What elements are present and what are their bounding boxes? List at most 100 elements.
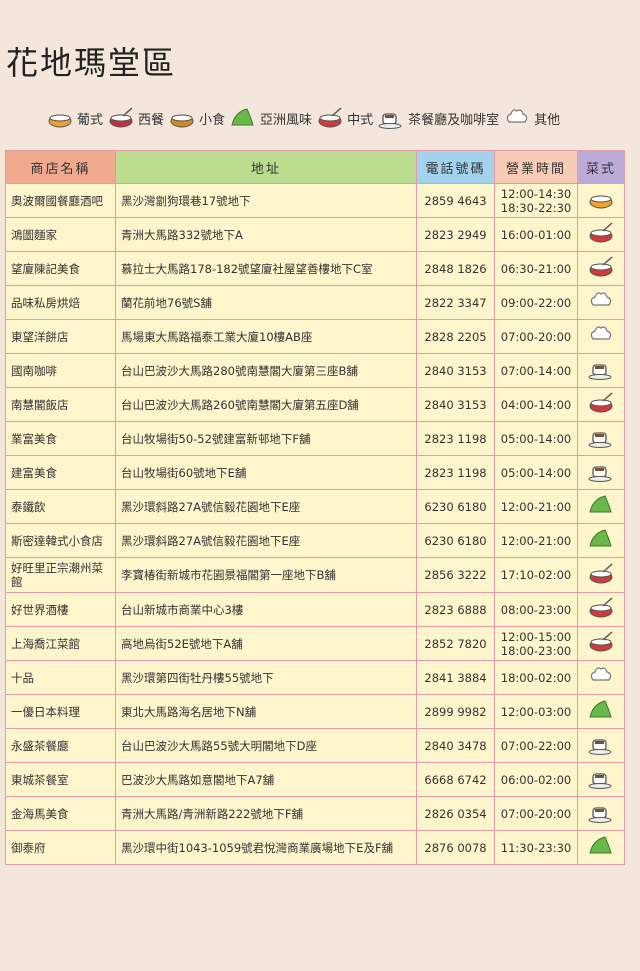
table-row: 東望洋餅店 馬場東大馬路福泰工業大廈10樓AB座 2828 2205 07:00-20… [5, 319, 625, 354]
table-row: 金海馬美食 青洲大馬路/青洲新路222號地下F舖 2826 0354 07:00-20… [5, 796, 625, 831]
cuisine-icon [588, 807, 612, 823]
legend-item: 中式 [316, 106, 373, 130]
table-row: 建富美食 台山牧場街60號地下E舖 2823 1198 05:00-14:00 [5, 455, 625, 490]
hours-line: 07:00-14:00 [500, 363, 572, 378]
table-row: 東城茶餐室 巴波沙大馬路如意閣地下A7舖 6668 6742 06:00-02:00 [5, 762, 625, 797]
hours-line: 12:00-03:00 [500, 704, 572, 719]
cuisine-cell [577, 762, 625, 797]
cuisine-icon [589, 195, 613, 209]
address-cell: 黑沙環第四街牡丹樓55號地下 [115, 660, 417, 695]
cuisine-cell [577, 455, 625, 490]
cuisine-cell [577, 421, 625, 456]
icon-shape [589, 529, 612, 547]
icon-shape [589, 700, 612, 718]
hours-line: 05:00-14:00 [500, 431, 572, 446]
address-cell: 青洲大馬路/青洲新路222號地下F舖 [115, 796, 417, 831]
hours-cell: 05:00-14:00 [494, 455, 578, 490]
address-cell: 黑沙環斜路27A號信毅花園地下E座 [115, 523, 417, 558]
hours-cell: 07:00-20:00 [494, 796, 578, 831]
cuisine-cell [577, 660, 625, 695]
table-row: 斯密達韓式小食店 黑沙環斜路27A號信毅花園地下E座 6230 6180 12:00-… [5, 523, 625, 558]
phone-cell: 2840 3153 [416, 387, 495, 422]
icon-shape [595, 775, 604, 778]
icon-shape [590, 604, 612, 612]
icon-shape [595, 809, 604, 812]
legend-item: 小食 [168, 106, 225, 130]
name-cell: 鴻圖麵家 [5, 217, 116, 252]
cuisine-icon [588, 773, 612, 789]
hours-line: 16:00-01:00 [500, 227, 572, 242]
icon-shape [49, 114, 71, 122]
table-row: 泰鐵飲 黑沙環斜路27A號信毅花園地下E座 6230 6180 12:00-21:00 [5, 489, 625, 524]
hours-cell: 12:00-21:00 [494, 489, 578, 524]
cuisine-cell [577, 694, 625, 729]
icon-shape [602, 631, 613, 641]
address-cell: 黑沙環斜路27A號信毅花園地下E座 [115, 489, 417, 524]
cuisine-icon [588, 432, 612, 448]
cuisine-cell [577, 353, 625, 388]
hours-line: 12:00-15:00 [500, 629, 572, 644]
hours-cell: 12:00-03:00 [494, 694, 578, 729]
hours-line: 18:00-02:00 [500, 670, 572, 685]
icon-shape [588, 817, 612, 823]
cuisine-icon [588, 466, 612, 482]
icon-shape [588, 783, 612, 789]
icon-shape [590, 195, 612, 203]
icon-shape [122, 107, 133, 117]
icon-shape [602, 256, 613, 266]
cuisine-icon [48, 114, 72, 128]
column-header: 地址 [115, 150, 417, 184]
table-row: 品味私房烘焙 蘭花前地76號S舖 2822 3347 09:00-22:00 [5, 285, 625, 320]
address-cell: 黑沙灣劏狗環巷17號地下 [115, 183, 417, 218]
address-cell: 台山新城市商業中心3樓 [115, 592, 417, 627]
table-row: 奧波爾國餐廳酒吧 黑沙灣劏狗環巷17號地下 2859 4643 12:00-14:30… [5, 183, 625, 218]
cuisine-icon [589, 836, 612, 854]
icon-shape [595, 366, 604, 369]
icon-shape [602, 562, 613, 573]
legend-item: 葡式 [46, 106, 103, 130]
name-cell: 東望洋餅店 [5, 319, 116, 354]
phone-cell: 2859 4643 [416, 183, 495, 218]
phone-cell: 6668 6742 [416, 762, 495, 797]
name-cell: 御泰府 [5, 830, 116, 865]
cuisine-icon [590, 326, 612, 340]
phone-cell: 2852 7820 [416, 626, 495, 661]
icon-shape [110, 114, 132, 122]
column-header: 營業時間 [494, 150, 578, 184]
name-cell: 業富美食 [5, 421, 116, 456]
icon-shape [602, 597, 613, 607]
legend: 葡式 西餐 小食 亞洲風味 中式 茶餐廳及咖啡室 其他 [46, 106, 564, 130]
table-row: 好世界酒樓 台山新城市商業中心3樓 2823 6888 08:00-23:00 [5, 592, 625, 627]
cuisine-cell [577, 830, 625, 865]
legend-item: 西餐 [107, 106, 164, 130]
cuisine-cell [577, 523, 625, 558]
cuisine-icon [589, 222, 613, 243]
name-cell: 永盛茶餐廳 [5, 728, 116, 763]
table-row: 南慧閣飯店 台山巴波沙大馬路260號南慧閣大廈第五座D舖 2840 3153 04:0… [5, 387, 625, 422]
name-cell: 望廈陳記美食 [5, 251, 116, 286]
cuisine-cell [577, 626, 625, 661]
phone-cell: 2848 1826 [416, 251, 495, 286]
legend-label: 其他 [534, 112, 561, 128]
phone-cell: 2899 9982 [416, 694, 495, 729]
icon-shape [590, 570, 612, 577]
column-header: 電話號碼 [416, 150, 495, 184]
icon-shape [590, 667, 612, 681]
address-cell: 慕拉士大馬路178-182號望廈社屋望善樓地下C室 [115, 251, 417, 286]
cuisine-cell [577, 387, 625, 422]
address-cell: 李寶椿街新城市花園景福閣第一座地下B舖 [115, 557, 417, 593]
icon-shape [590, 292, 612, 306]
address-cell: 東北大馬路海名居地下N舖 [115, 694, 417, 729]
legend-item: 茶餐廳及咖啡室 [377, 106, 499, 130]
phone-cell: 2841 3884 [416, 660, 495, 695]
legend-label: 小食 [199, 112, 226, 128]
address-cell: 台山巴波沙大馬路280號南慧閣大廈第三座B舖 [115, 353, 417, 388]
cuisine-icon [588, 364, 612, 380]
table-row: 十品 黑沙環第四街牡丹樓55號地下 2841 3884 18:00-02:00 [5, 660, 625, 695]
cuisine-icon [318, 107, 342, 128]
hours-line: 12:00-21:00 [500, 499, 572, 514]
legend-item: 其他 [503, 106, 560, 130]
table-row: 御泰府 黑沙環中街1043-1059號君悅灣商業廣場地下E及F舖 2876 0078… [5, 830, 625, 865]
cuisine-cell [577, 489, 625, 524]
icon-shape [231, 108, 254, 126]
